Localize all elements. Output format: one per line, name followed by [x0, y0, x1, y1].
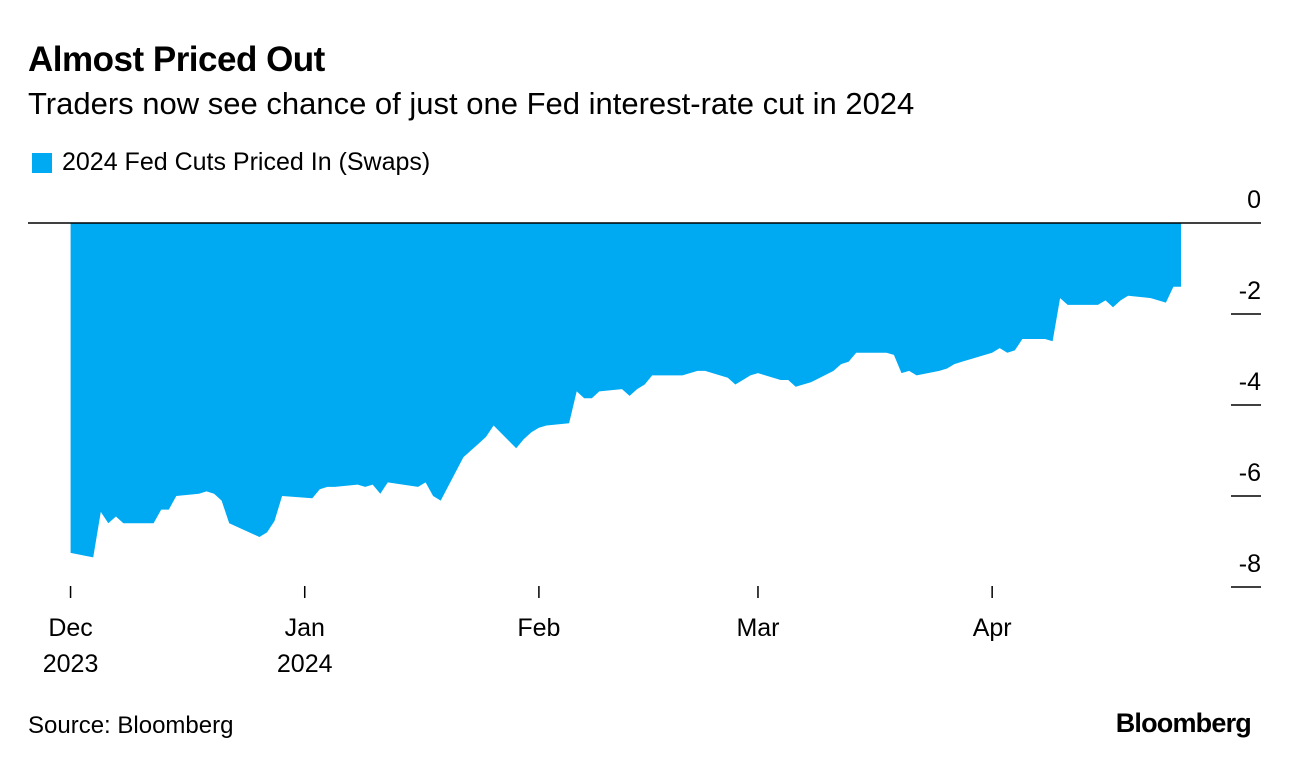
x-tick-label: Dec	[48, 614, 92, 642]
source-note: Source: Bloomberg	[28, 712, 234, 739]
x-tick-label: Apr	[973, 614, 1012, 642]
y-tick-label: -6	[1239, 459, 1261, 487]
x-tick-label: Feb	[517, 614, 560, 642]
x-tick-label: 2024	[277, 650, 333, 678]
y-tick-label: -4	[1239, 368, 1261, 396]
x-tick-label: 2023	[43, 650, 99, 678]
y-tick-label: -2	[1239, 277, 1261, 305]
legend: 2024 Fed Cuts Priced In (Swaps)	[28, 148, 430, 177]
chart-title: Almost Priced Out	[28, 40, 325, 79]
x-tick-label: Jan	[285, 614, 325, 642]
legend-label: 2024 Fed Cuts Priced In (Swaps)	[62, 148, 431, 176]
y-tick-label: -8	[1239, 550, 1261, 578]
legend-swatch	[32, 152, 52, 173]
chart-subtitle: Traders now see chance of just one Fed i…	[28, 86, 915, 121]
x-tick-label: Mar	[736, 614, 779, 642]
series-area	[70, 223, 1182, 558]
y-tick-label: 0	[1247, 186, 1261, 214]
bloomberg-logo: Bloomberg	[1115, 708, 1252, 738]
